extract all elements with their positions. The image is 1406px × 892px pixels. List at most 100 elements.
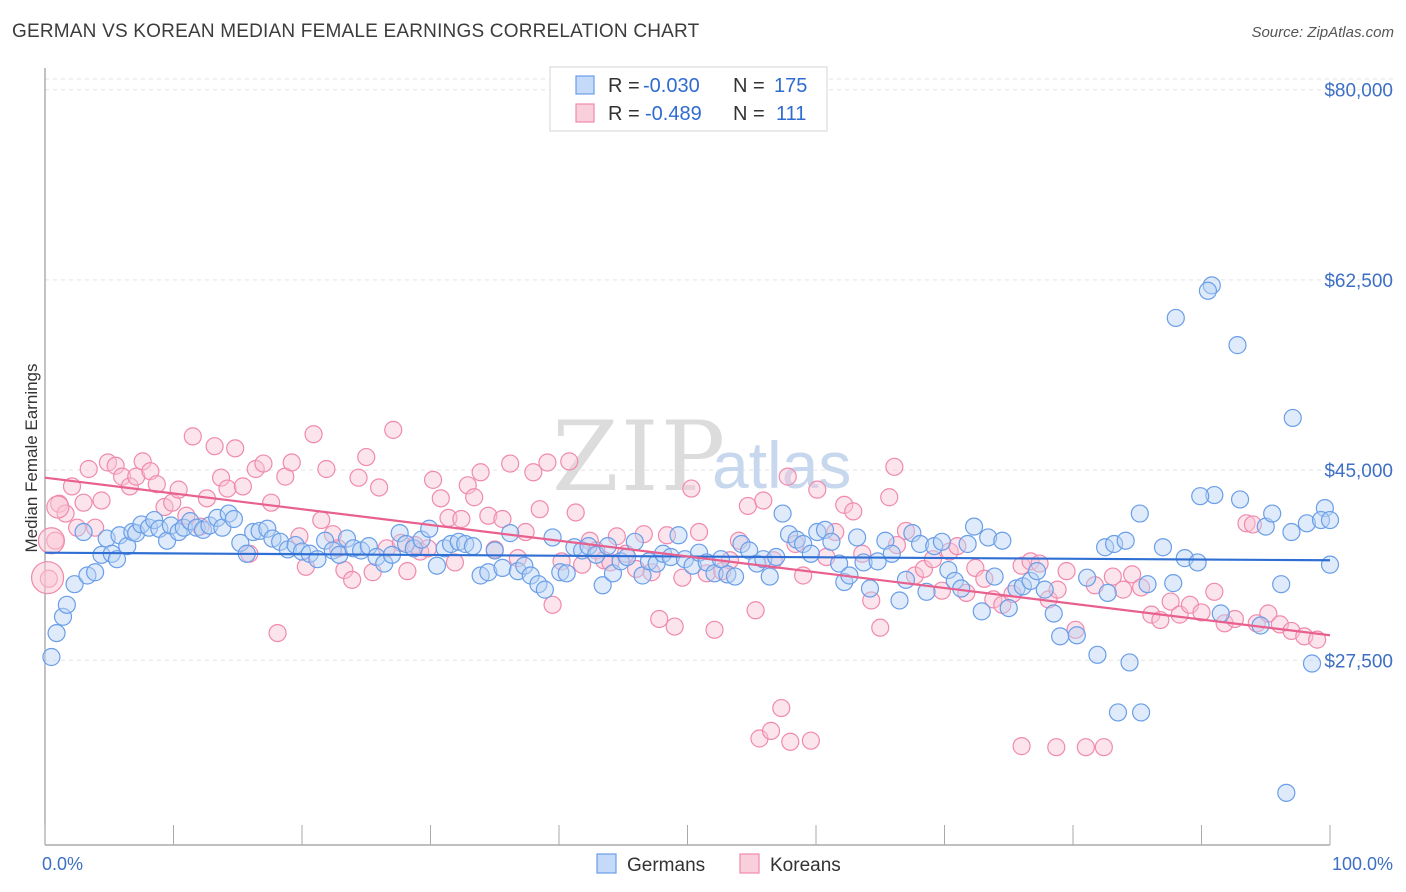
korean-point xyxy=(887,535,907,555)
korean-point xyxy=(808,480,827,499)
korean-point xyxy=(871,618,890,637)
german-point xyxy=(1283,408,1302,428)
korean-point xyxy=(778,467,797,486)
korean-point xyxy=(1123,565,1142,584)
korean-point xyxy=(754,491,773,510)
koreans-points xyxy=(30,420,1327,757)
german-point xyxy=(1116,531,1135,550)
korean-point xyxy=(254,454,273,473)
watermark-zip: ZIP xyxy=(552,401,727,513)
korean-point xyxy=(1094,738,1113,757)
german-point xyxy=(479,563,498,582)
legend-n-value-koreans: 111 xyxy=(776,103,806,125)
german-point xyxy=(1120,653,1139,672)
korean-point xyxy=(133,452,152,471)
legend-n-label-koreans: N = xyxy=(733,103,765,125)
german-point xyxy=(1027,562,1047,581)
german-point xyxy=(535,580,554,599)
y-tick-label: $45,000 xyxy=(1324,461,1393,482)
korean-point xyxy=(479,506,498,525)
german-point xyxy=(1282,522,1301,542)
bottom-legend-swatch-germans xyxy=(596,853,617,874)
german-point xyxy=(515,556,534,575)
german-point xyxy=(999,598,1018,618)
german-point xyxy=(1044,604,1063,623)
german-point xyxy=(760,567,779,586)
german-point xyxy=(1078,568,1097,587)
korean-point xyxy=(1103,567,1122,586)
korean-point xyxy=(471,463,490,482)
korean-point xyxy=(74,493,93,512)
legend-r-value-germans: -0.030 xyxy=(643,75,700,97)
series-legend: Germans Koreans xyxy=(596,853,841,876)
german-point xyxy=(1272,575,1291,594)
bottom-legend-germans: Germans xyxy=(627,855,705,876)
x-tick-label-min: 0.0% xyxy=(42,854,83,874)
korean-point xyxy=(290,527,309,546)
german-point xyxy=(830,554,849,573)
korean-point xyxy=(682,479,701,498)
german-point xyxy=(316,531,335,550)
korean-point xyxy=(205,437,224,456)
german-point xyxy=(219,504,238,523)
german-point xyxy=(1130,504,1149,523)
german-point xyxy=(993,531,1012,550)
german-point xyxy=(1205,485,1224,505)
german-point xyxy=(896,570,916,589)
german-point xyxy=(551,563,570,582)
legend-r-value-koreans: -0.489 xyxy=(645,103,702,125)
y-tick-label: $27,500 xyxy=(1324,651,1393,672)
german-point xyxy=(593,576,612,595)
korean-point xyxy=(127,467,146,486)
korean-point xyxy=(282,453,301,472)
german-point xyxy=(543,528,562,547)
korean-point xyxy=(304,425,323,444)
legend-swatch-koreans xyxy=(575,103,595,123)
german-point xyxy=(917,582,936,601)
german-point xyxy=(625,532,644,551)
german-point xyxy=(1302,654,1322,673)
korean-point xyxy=(423,470,443,489)
korean-point xyxy=(501,454,520,473)
german-point xyxy=(794,534,813,554)
german-point xyxy=(725,567,745,586)
german-point xyxy=(964,517,984,536)
korean-point xyxy=(46,495,70,519)
y-tick-labels: $80,000 $62,500 $45,000 $27,500 xyxy=(1324,81,1393,673)
german-point xyxy=(107,550,127,569)
korean-point xyxy=(738,496,757,516)
korean-point xyxy=(79,459,98,479)
korean-point xyxy=(445,553,465,572)
bottom-legend-koreans: Koreans xyxy=(770,855,841,876)
german-point xyxy=(86,563,105,582)
german-point xyxy=(181,512,200,531)
korean-point xyxy=(106,456,125,475)
legend-r-label-germans: R = xyxy=(608,75,640,97)
german-point xyxy=(145,510,164,530)
korean-point xyxy=(781,732,800,751)
chart-title: GERMAN VS KOREAN MEDIAN FEMALE EARNINGS … xyxy=(12,21,700,42)
german-point xyxy=(1188,553,1207,572)
german-point xyxy=(1277,783,1296,802)
korean-point xyxy=(1057,562,1076,581)
german-point xyxy=(65,575,84,594)
german-point xyxy=(1067,626,1086,645)
korean-point xyxy=(844,502,863,521)
trend-lines xyxy=(44,476,1331,637)
german-point xyxy=(1098,583,1117,602)
korean-point xyxy=(233,477,252,496)
korean-point xyxy=(530,500,549,519)
korean-point xyxy=(665,617,684,636)
koreans-trend-line xyxy=(44,476,1331,637)
german-point xyxy=(1132,703,1151,722)
german-point xyxy=(224,509,243,529)
korean-point xyxy=(524,463,543,482)
german-point xyxy=(1164,574,1183,593)
korean-point xyxy=(431,489,450,508)
korean-point xyxy=(349,468,368,487)
german-point xyxy=(822,532,841,551)
korean-point xyxy=(37,527,66,555)
korean-point xyxy=(543,595,562,614)
german-point xyxy=(271,532,290,551)
